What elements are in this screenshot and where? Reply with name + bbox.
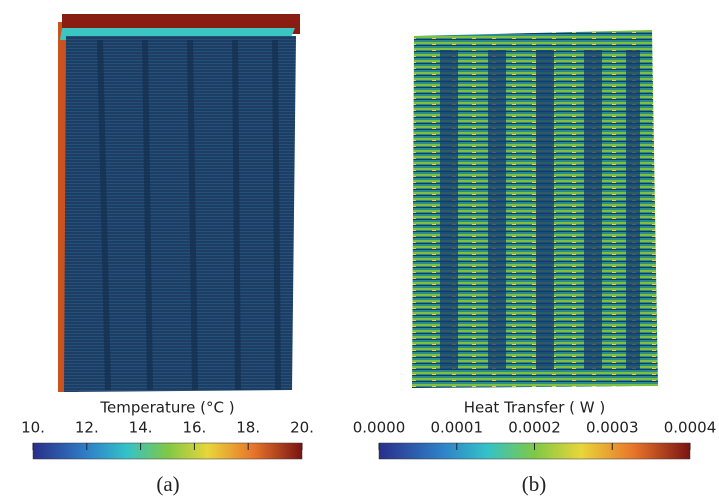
tick-label: 0.0003 [586,419,639,437]
tick-label: 0.0001 [431,419,484,437]
figure: Temperature (°C ) 10. 12. 14. 16. 18. 20. (a) He… [0,0,719,500]
tick-label: 20. [290,419,314,437]
tick-label: 0.0002 [508,419,561,437]
tick-label: 0.0000 [353,419,406,437]
colorbar [33,443,302,459]
tick-label: 0.0004 [664,419,717,437]
colorbar-title: Heat Transfer ( W ) [464,399,606,417]
tick-label: 12. [75,419,99,437]
tick-label: 16. [182,419,206,437]
render-a [58,14,300,392]
page: Temperature (°C ) 10. 12. 14. 16. 18. 20. (a) He… [0,0,719,500]
tick-label: 10. [21,419,45,437]
tick-label: 18. [236,419,260,437]
colorbar-title: Temperature (°C ) [99,399,234,417]
tick-label: 14. [129,419,153,437]
panel-label: (a) [156,472,179,496]
panel-label: (b) [522,472,547,496]
render-b [412,30,658,388]
